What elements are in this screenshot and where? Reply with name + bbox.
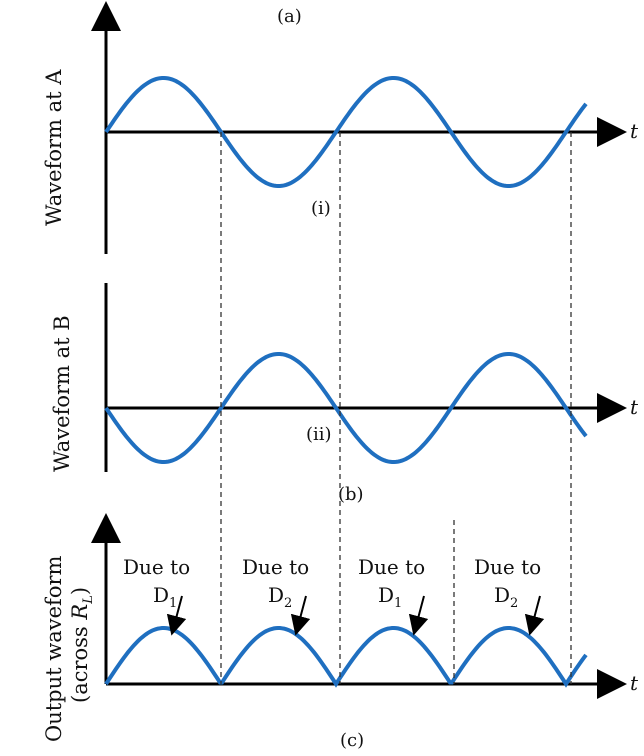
panel-c-label: (c) (340, 730, 364, 751)
rl-sub: L (81, 595, 96, 605)
panel-c-y-label: Output waveform (42, 555, 66, 742)
rl-var: R (68, 604, 92, 621)
annotation-1-d: D (153, 583, 169, 607)
annotation-4-d: D (494, 583, 510, 607)
annotation-2-diode: D2 (268, 583, 292, 611)
annotation-3: Due to D1 (358, 555, 429, 636)
annotation-4-diode: D2 (494, 583, 518, 611)
annotation-3-arrow (408, 595, 429, 636)
annotation-3-diode: D1 (378, 583, 402, 611)
annotation-4-arrow (524, 595, 545, 636)
annotation-1-diode: D1 (153, 583, 177, 611)
panel-b-waveform (104, 352, 588, 464)
panel-c-y-label-2: (across RL) (68, 587, 96, 703)
annotation-1: Due to D1 (123, 555, 190, 636)
annotation-1-arrow (166, 595, 187, 636)
panel-i-label: (i) (311, 198, 331, 219)
panel-c-output-waveform (104, 626, 588, 688)
annotation-4: Due to D2 (474, 555, 545, 636)
panel-a-axis-label: t (630, 119, 639, 143)
rl-suffix: ) (68, 587, 92, 595)
panel-a-waveform (104, 76, 588, 188)
panel-b-label: (b) (338, 484, 364, 505)
annotation-2: Due to D2 (242, 555, 311, 636)
annotation-3-d: D (378, 583, 394, 607)
annotation-4-sub: 2 (510, 596, 518, 611)
panel-c: t (c) Output waveform (across RL) Due to… (42, 513, 639, 751)
annotation-3-sub: 1 (394, 596, 402, 611)
annotation-2-d: D (268, 583, 284, 607)
annotation-1-sub: 1 (169, 596, 177, 611)
panel-c-axis-label: t (630, 671, 639, 695)
annotation-1-line1: Due to (123, 555, 190, 579)
annotation-4-line1: Due to (474, 555, 541, 579)
annotation-2-line1: Due to (242, 555, 309, 579)
panel-ii-label: (ii) (306, 424, 332, 445)
panel-b: t (ii) (b) Waveform at B (50, 283, 639, 505)
panel-a: t (a) (i) Waveform at A (42, 1, 639, 254)
panel-b-y-label: Waveform at B (50, 315, 74, 472)
panel-a-y-label: Waveform at A (42, 69, 66, 226)
panel-a-label: (a) (277, 6, 302, 27)
annotation-2-arrow (290, 595, 311, 636)
annotation-2-sub: 2 (284, 596, 292, 611)
panel-b-axis-label: t (630, 395, 639, 419)
annotation-3-line1: Due to (358, 555, 425, 579)
rl-prefix: (across (68, 620, 92, 703)
alignment-dashed-lines (220, 132, 572, 684)
panel-c-y-label-line2: (across RL) (68, 587, 96, 703)
panel-c-y-label-line1: Output waveform (42, 555, 66, 742)
